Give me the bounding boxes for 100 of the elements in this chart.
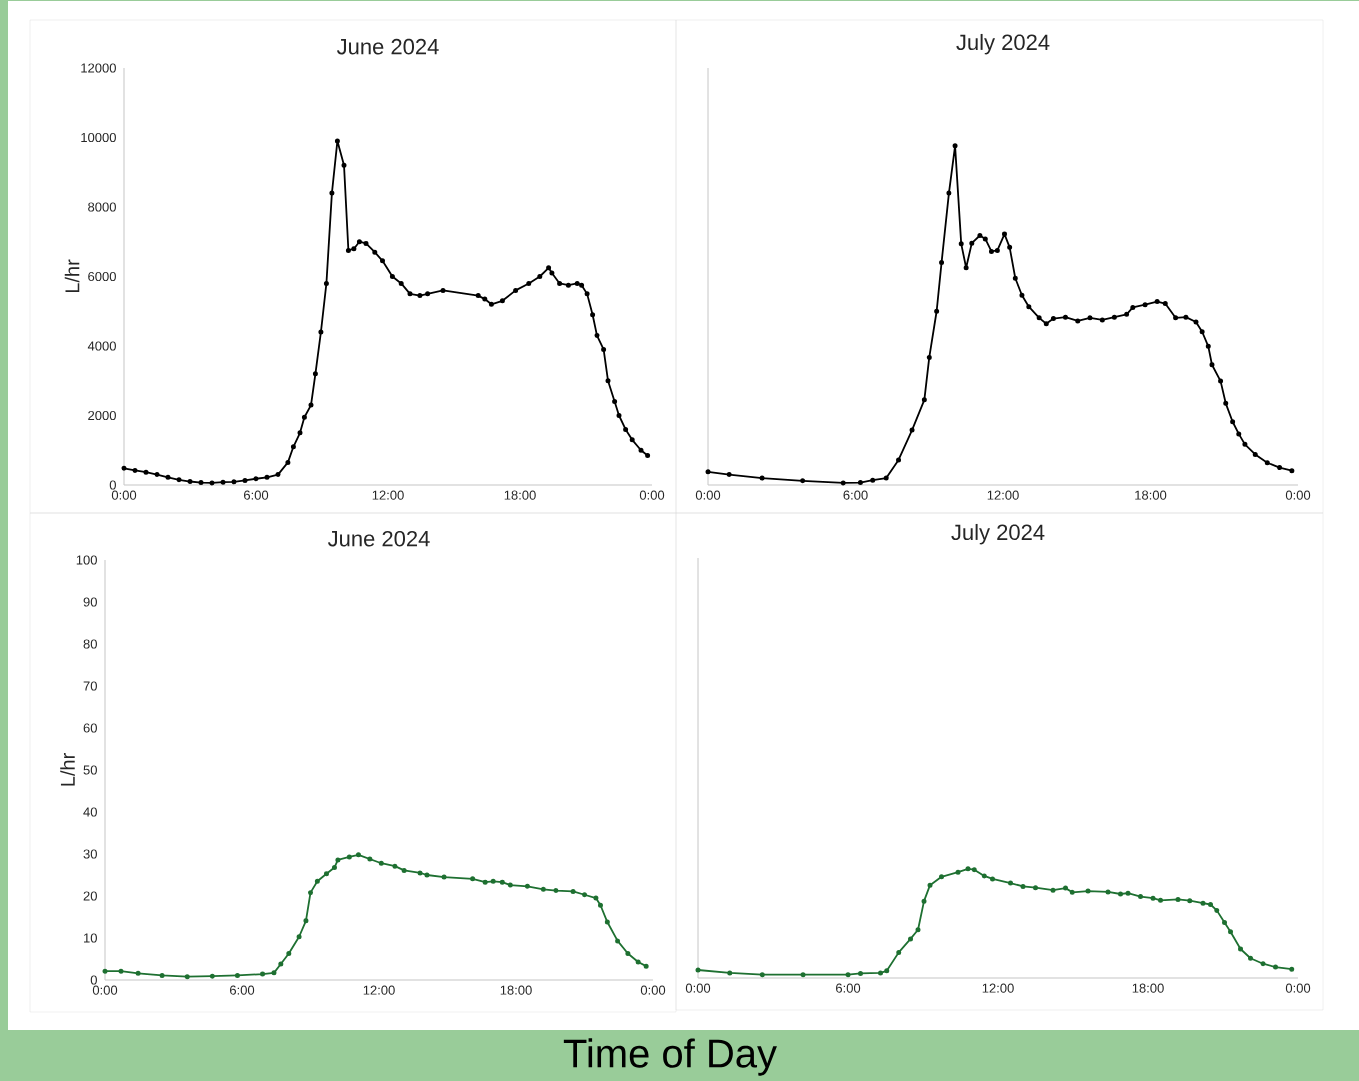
point (759, 475, 765, 481)
x-tick-label: 0:00 (685, 983, 711, 993)
y-axis-title: L/hr (64, 259, 80, 293)
point (977, 232, 983, 238)
point (401, 867, 407, 873)
point (1162, 301, 1168, 307)
point (908, 936, 914, 942)
point (296, 934, 302, 940)
point (635, 959, 641, 965)
point (1238, 946, 1244, 952)
point (392, 863, 398, 869)
y-axis-title: L/hr (60, 753, 75, 786)
chart-title: July 2024 (951, 523, 1045, 545)
y-tick-label: 10000 (81, 132, 116, 143)
point (1248, 955, 1254, 961)
point (643, 963, 649, 969)
point (482, 879, 488, 885)
point (1026, 304, 1032, 310)
point (705, 469, 711, 475)
point (1158, 897, 1164, 903)
point (1230, 419, 1236, 425)
point (597, 902, 603, 908)
point (955, 869, 961, 875)
point (858, 970, 864, 976)
point (934, 308, 940, 314)
point (1150, 895, 1156, 901)
y-tick-label: 0 (90, 975, 97, 985)
y-tick-label: 20 (83, 891, 97, 901)
point (1193, 319, 1199, 325)
point (507, 882, 513, 888)
point (939, 874, 945, 880)
point (524, 883, 530, 889)
point (1050, 887, 1056, 893)
x-tick-label: 6:00 (836, 983, 861, 993)
y-tick-label: 50 (83, 765, 97, 775)
point (1242, 441, 1248, 447)
x-tick-label: 0:00 (695, 490, 721, 500)
point (184, 974, 190, 980)
point (1075, 318, 1081, 324)
point (1085, 888, 1091, 894)
point (1200, 900, 1206, 906)
x-tick-label: 6:00 (244, 490, 269, 500)
chart-title: July 2024 (956, 33, 1050, 55)
point (1125, 890, 1131, 896)
y-tick-label: 80 (83, 639, 97, 649)
point (490, 878, 496, 884)
point (1069, 889, 1075, 895)
x-tick-label: 18:00 (1135, 490, 1167, 500)
point (1050, 316, 1056, 322)
point (260, 971, 266, 977)
point (1218, 378, 1224, 384)
point (1222, 920, 1228, 926)
point (927, 882, 933, 888)
point (308, 890, 313, 896)
point (1273, 964, 1279, 970)
point (604, 919, 610, 925)
point (1228, 929, 1234, 935)
y-tick-label: 40 (83, 807, 97, 817)
point (870, 477, 876, 483)
point (982, 236, 988, 242)
y-tick-label: 12000 (81, 63, 116, 73)
point (1154, 299, 1160, 305)
point (303, 918, 309, 924)
x-tick-label: 0:00 (92, 985, 118, 995)
x-tick-label: 0:00 (640, 985, 666, 995)
point (1130, 304, 1136, 310)
point (625, 951, 631, 957)
x-tick-label: 12:00 (372, 490, 404, 500)
point (1142, 302, 1148, 308)
point (102, 968, 108, 974)
y-tick-label: 70 (83, 681, 97, 691)
point (845, 972, 851, 978)
point (1007, 244, 1013, 250)
point (159, 972, 165, 978)
point (271, 970, 277, 976)
point (1264, 460, 1270, 466)
point (1062, 314, 1068, 320)
x-tick-label: 0:00 (111, 490, 137, 500)
point (726, 472, 732, 478)
chart-title: June 2024 (327, 530, 430, 547)
y-tick-label: 8000 (88, 202, 116, 212)
x-tick-label: 12:00 (987, 490, 1019, 500)
y-tick-label: 60 (83, 723, 97, 733)
point (958, 241, 964, 247)
x-tick-label: 0:00 (639, 490, 665, 500)
point (1260, 961, 1266, 967)
point (939, 260, 945, 266)
x-tick-label: 18:00 (1132, 983, 1164, 993)
point (540, 886, 546, 892)
point (969, 240, 975, 246)
point (965, 866, 971, 872)
point (1183, 314, 1189, 320)
point (946, 190, 952, 196)
y-tick-label: 2000 (88, 410, 116, 421)
point (1289, 966, 1295, 972)
y-tick-label: 90 (83, 597, 97, 607)
point (896, 949, 902, 955)
point (1033, 885, 1039, 891)
point (378, 860, 384, 866)
point (1236, 431, 1242, 437)
